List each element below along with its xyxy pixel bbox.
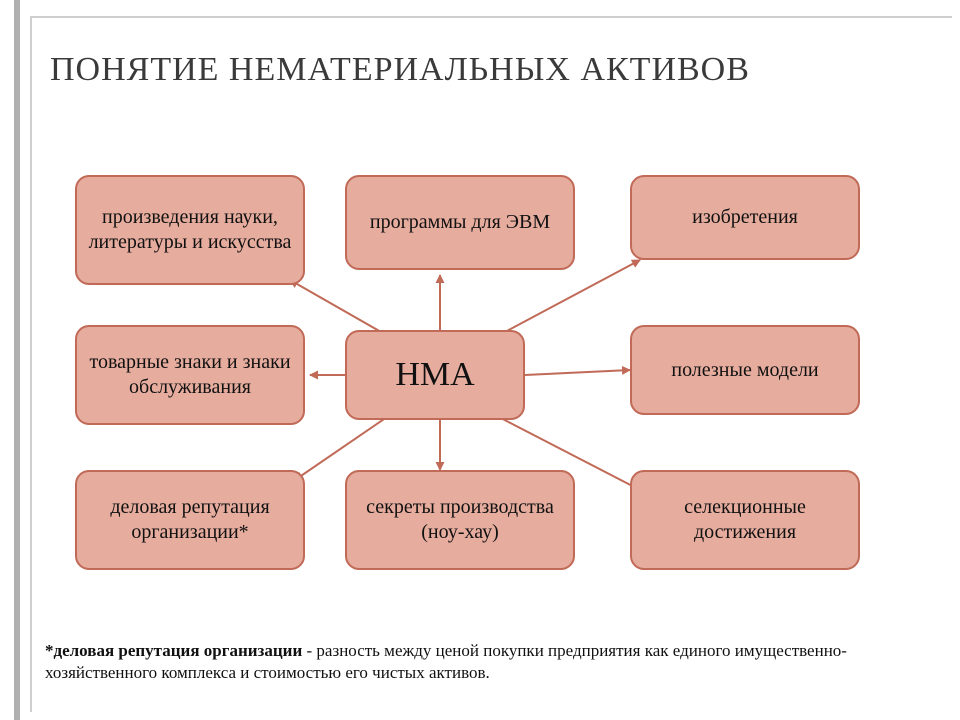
node-n2-label: программы для ЭВМ — [370, 210, 550, 235]
center-node: НМА — [345, 330, 525, 420]
node-n1: произведения науки, литературы и искусст… — [75, 175, 305, 285]
center-node-label: НМА — [395, 354, 474, 397]
node-n5-label: полезные модели — [671, 358, 818, 383]
arrow-2 — [490, 260, 640, 340]
concept-map: произведения науки, литературы и искусст… — [0, 0, 960, 720]
node-n7-label: секреты производства (ноу-хау) — [357, 495, 563, 545]
footnote: *деловая репутация организации - разност… — [45, 640, 925, 684]
node-n8: селекционные достижения — [630, 470, 860, 570]
node-n3-label: изобретения — [692, 205, 798, 230]
node-n6-label: деловая репутация организации* — [87, 495, 293, 545]
node-n6: деловая репутация организации* — [75, 470, 305, 570]
node-n1-label: произведения науки, литературы и искусст… — [87, 205, 293, 255]
node-n4: товарные знаки и знаки обслуживания — [75, 325, 305, 425]
node-n4-label: товарные знаки и знаки обслуживания — [87, 350, 293, 400]
node-n3: изобретения — [630, 175, 860, 260]
node-n5: полезные модели — [630, 325, 860, 415]
node-n7: секреты производства (ноу-хау) — [345, 470, 575, 570]
arrow-4 — [525, 370, 630, 375]
node-n8-label: селекционные достижения — [642, 495, 848, 545]
node-n2: программы для ЭВМ — [345, 175, 575, 270]
footnote-term: *деловая репутация организации — [45, 641, 302, 660]
